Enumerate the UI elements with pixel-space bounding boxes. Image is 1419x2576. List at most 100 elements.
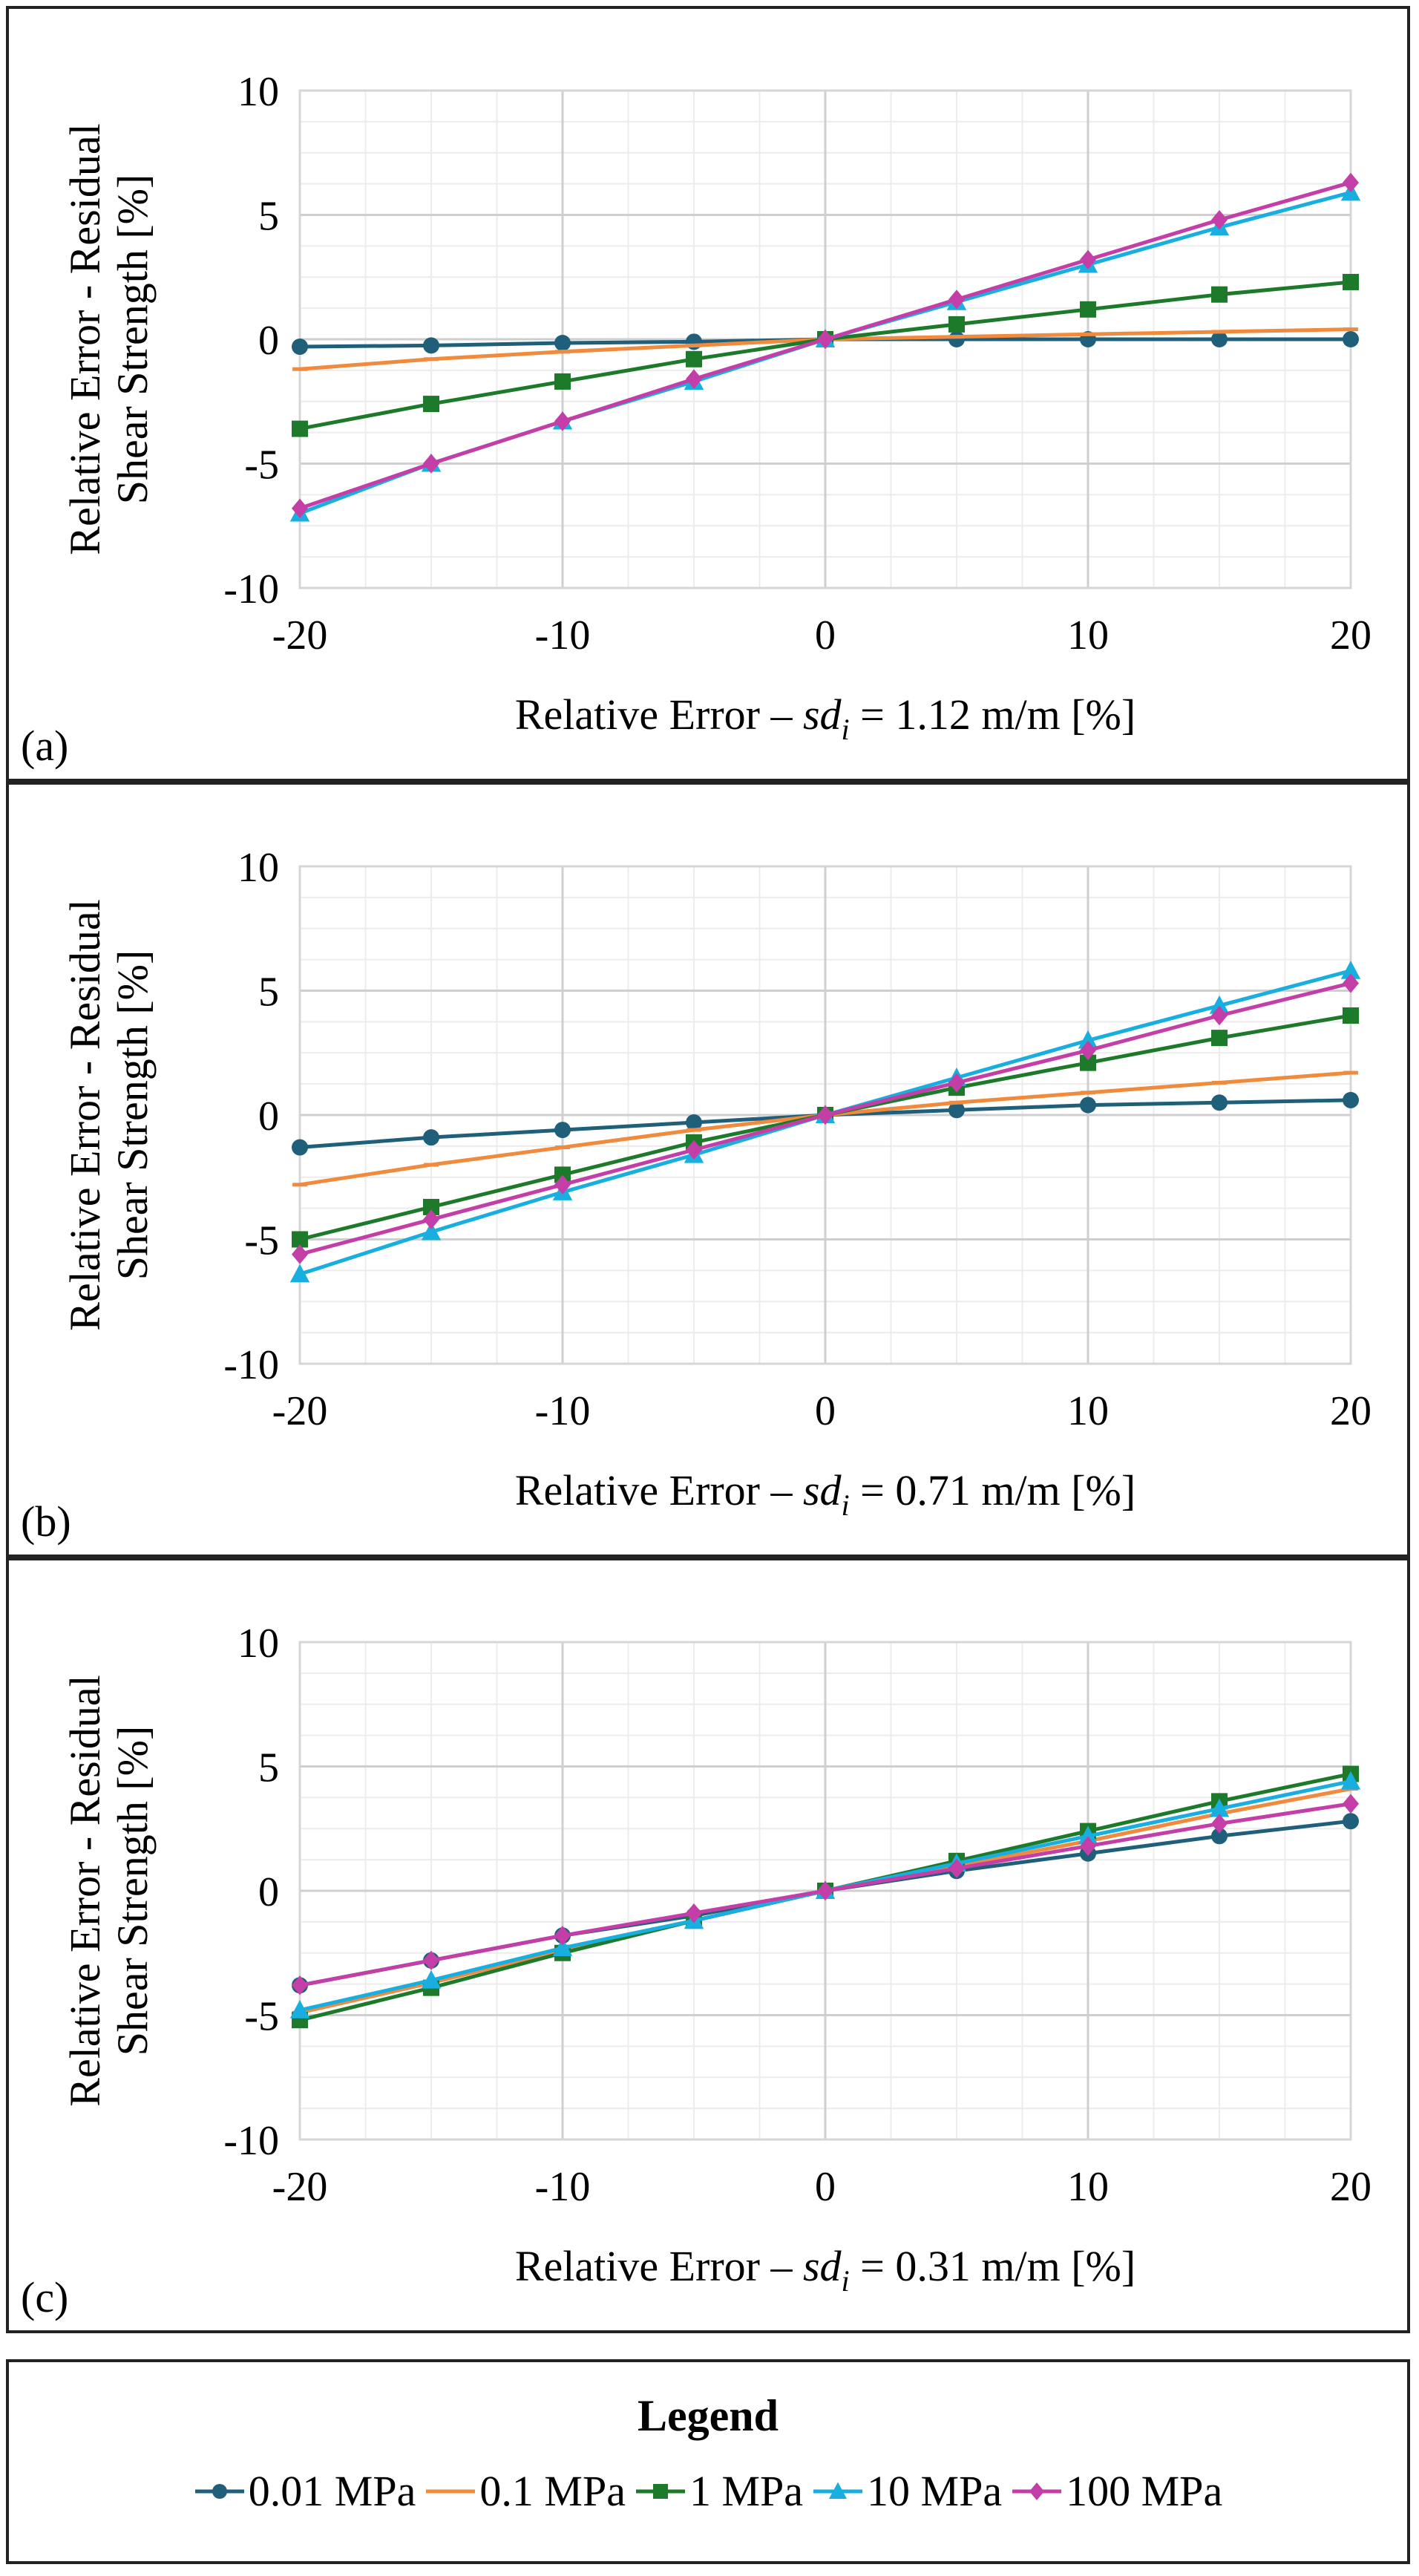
chart-panel-b: -10 -5 0 5 10 -20 -10 0 10 20 Relative Error - Res… [6, 782, 1410, 1557]
legend-swatch [635, 2483, 685, 2499]
data-point [1343, 1070, 1358, 1075]
y-tick-label: -5 [244, 1218, 279, 1264]
data-point [1080, 301, 1096, 318]
data-point [949, 335, 964, 339]
data-point [948, 1858, 965, 1879]
data-point [1078, 1825, 1098, 1845]
y-tick-label: 10 [237, 1621, 279, 1667]
y-tick-label: 10 [237, 845, 279, 891]
x-tick-label: -20 [272, 612, 328, 658]
data-point [1211, 286, 1228, 303]
data-point [423, 454, 439, 474]
y-tick-label: 10 [237, 69, 279, 115]
legend-marker [829, 2482, 848, 2499]
y-tick-label: 0 [258, 1094, 279, 1140]
data-point [554, 411, 571, 431]
panel-label: (c) [21, 2273, 68, 2321]
panel-label: (a) [21, 722, 68, 770]
data-point [948, 290, 965, 310]
data-point [686, 343, 701, 347]
data-point [1211, 1828, 1228, 1845]
data-point [1343, 331, 1359, 347]
x-tick-label: -10 [535, 1388, 591, 1434]
data-point [948, 1102, 965, 1119]
x-tick-label: 10 [1067, 2164, 1109, 2210]
legend-marker [652, 2483, 668, 2499]
y-tick-label: -5 [244, 442, 279, 488]
plot-frame [298, 1641, 1352, 2141]
y-tick-label: -10 [223, 1342, 279, 1388]
data-point [1211, 1005, 1228, 1026]
data-point [1080, 1836, 1096, 1856]
data-point [424, 1163, 439, 1167]
data-point [1080, 1054, 1096, 1071]
x-axis-label: Relative Error – sdi = 0.31 m/m [%] [515, 2242, 1135, 2298]
data-point [421, 1221, 442, 1240]
legend-swatch [1012, 2482, 1062, 2500]
data-point [1211, 1814, 1228, 1834]
legend-marker [1029, 2482, 1045, 2500]
legend-label: 100 MPa [1066, 2467, 1223, 2515]
legend-label: 0.01 MPa [248, 2467, 416, 2515]
data-point [1211, 1094, 1228, 1111]
data-point [948, 316, 965, 333]
x-tick-label: -10 [535, 2164, 591, 2210]
legend-label: 1 MPa [689, 2467, 804, 2515]
x-tick-label: -20 [272, 1388, 328, 1434]
data-point [1212, 1080, 1227, 1085]
data-point [1340, 960, 1361, 979]
data-point [554, 335, 571, 352]
data-point [948, 331, 965, 347]
data-point [423, 1129, 439, 1146]
legend-item: 100 MPa [1011, 2466, 1222, 2516]
data-point [1212, 330, 1227, 334]
data-point [1343, 1091, 1359, 1108]
data-point [555, 350, 570, 354]
data-point [423, 1198, 439, 1215]
legend-swatch [813, 2482, 863, 2499]
legend-label: 10 MPa [867, 2467, 1003, 2515]
data-point [686, 1114, 702, 1131]
data-point [1211, 1030, 1228, 1047]
data-point [1080, 249, 1096, 269]
data-point [554, 1166, 571, 1183]
data-point [555, 1145, 570, 1150]
x-tick-label: -10 [535, 612, 591, 658]
x-tick-label: 20 [1330, 612, 1372, 658]
data-point [554, 1174, 571, 1194]
data-point [423, 1950, 439, 1970]
data-point [289, 2000, 310, 2018]
series-100-mpa [292, 172, 1359, 518]
data-point [1343, 327, 1358, 332]
data-point [292, 1183, 307, 1187]
y-tick-label: -5 [244, 1994, 279, 2040]
y-axis-label: Relative Error - ResidualShear Strength … [61, 123, 157, 555]
y-tick-label: 0 [258, 1869, 279, 1915]
data-point [292, 1231, 308, 1248]
data-point [1340, 1771, 1361, 1790]
x-tick-label: 20 [1330, 2164, 1372, 2210]
data-point [421, 1969, 442, 1989]
data-point [292, 1244, 308, 1264]
data-point [289, 1264, 310, 1283]
data-point [686, 350, 702, 367]
data-point [1343, 273, 1359, 290]
data-point [1211, 210, 1228, 230]
data-point [552, 1938, 573, 1957]
data-point [554, 1926, 571, 1946]
data-point [817, 1105, 833, 1125]
data-point [1078, 1030, 1098, 1049]
legend-item: 1 MPa [635, 2466, 803, 2516]
data-point [423, 396, 439, 413]
plot-frame [298, 865, 1352, 1365]
data-point [686, 1140, 702, 1160]
data-point [292, 420, 308, 437]
legend-items: 0.01 MPa 0.1 MPa 1 MPa 10 MPa 100 MPa [9, 2466, 1407, 2516]
data-point [292, 1139, 308, 1156]
data-point [554, 373, 571, 390]
data-point [949, 1100, 964, 1105]
data-point [1211, 331, 1228, 347]
